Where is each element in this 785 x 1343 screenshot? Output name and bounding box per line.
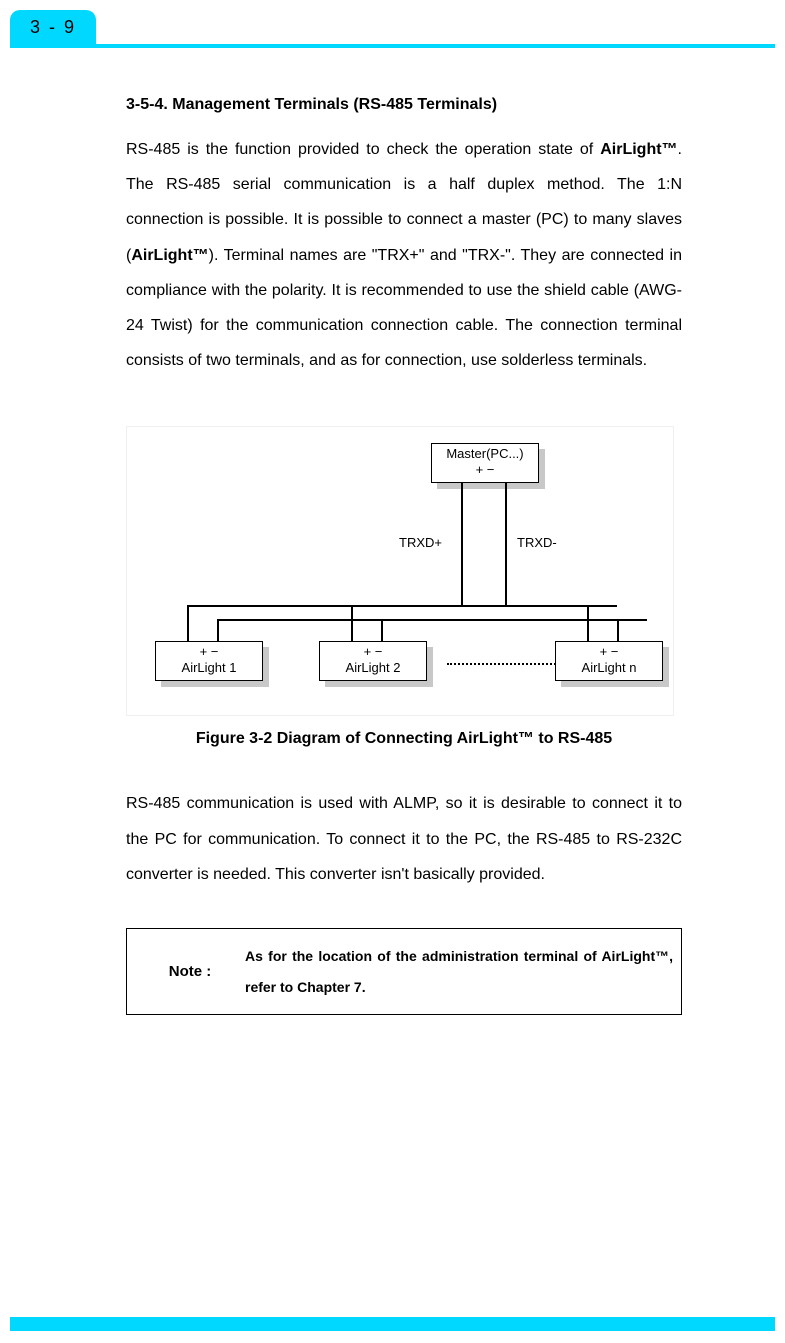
slaven-polarity: + − bbox=[556, 644, 662, 660]
body-paragraph-2: RS-485 communication is used with ALMP, … bbox=[126, 786, 682, 892]
slaven-node: + − AirLight n bbox=[555, 641, 663, 681]
slave2-polarity: + − bbox=[320, 644, 426, 660]
drop3-plus bbox=[587, 605, 589, 641]
bus-continuation-dots bbox=[447, 663, 559, 665]
rs485-diagram: Master(PC...) + − TRXD+ TRXD- + − AirLig… bbox=[126, 426, 674, 716]
bus-line-plus bbox=[187, 605, 617, 607]
line-trx-plus bbox=[461, 483, 463, 605]
slave1-label: AirLight 1 bbox=[156, 660, 262, 676]
section-heading: 3-5-4. Management Terminals (RS-485 Term… bbox=[126, 96, 682, 114]
drop2-minus bbox=[381, 619, 383, 641]
figure-caption: Figure 3-2 Diagram of Connecting AirLigh… bbox=[126, 730, 682, 748]
note-text: As for the location of the administratio… bbox=[245, 941, 673, 1003]
line-trx-minus bbox=[505, 483, 507, 605]
bottom-rule bbox=[10, 1317, 775, 1331]
bus-line-minus bbox=[217, 619, 647, 621]
slave2-node: + − AirLight 2 bbox=[319, 641, 427, 681]
note-box: Note : As for the location of the admini… bbox=[126, 928, 682, 1016]
drop2-plus bbox=[351, 605, 353, 641]
trx-plus-label: TRXD+ bbox=[399, 535, 442, 550]
page-content: 3-5-4. Management Terminals (RS-485 Term… bbox=[126, 96, 682, 1015]
note-label: Note : bbox=[135, 963, 245, 980]
slave1-node: + − AirLight 1 bbox=[155, 641, 263, 681]
slave1-polarity: + − bbox=[156, 644, 262, 660]
master-node: Master(PC...) + − bbox=[431, 443, 539, 483]
page-number-tab: 3 - 9 bbox=[10, 10, 96, 44]
master-polarity: + − bbox=[432, 462, 538, 478]
drop1-minus bbox=[217, 619, 219, 641]
slaven-label: AirLight n bbox=[556, 660, 662, 676]
master-label: Master(PC...) bbox=[432, 446, 538, 462]
drop3-minus bbox=[617, 619, 619, 641]
slave2-label: AirLight 2 bbox=[320, 660, 426, 676]
trx-minus-label: TRXD- bbox=[517, 535, 557, 550]
top-rule bbox=[10, 44, 775, 48]
body-paragraph-1: RS-485 is the function provided to check… bbox=[126, 132, 682, 378]
drop1-plus bbox=[187, 605, 189, 641]
